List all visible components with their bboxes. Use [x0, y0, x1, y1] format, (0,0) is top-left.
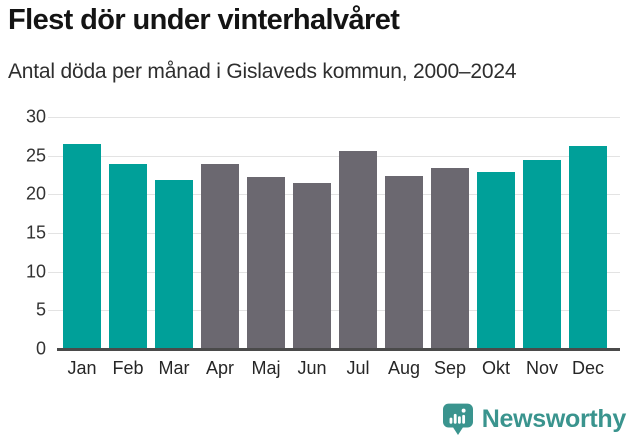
x-axis-label-okt: Okt: [481, 358, 510, 378]
gridline-y-30: [48, 117, 620, 118]
bar-apr: [201, 164, 239, 349]
x-axis-label-maj: Maj: [251, 358, 281, 378]
gridline-y-25: [48, 156, 620, 157]
x-axis-label-aug: Aug: [387, 358, 421, 378]
gridline-y-10: [48, 272, 620, 273]
y-axis-tick-label-30: 30: [25, 106, 46, 127]
bar-sep: [431, 168, 469, 349]
y-axis-tick-label-20: 20: [25, 183, 46, 204]
y-axis-tick-label-10: 10: [25, 261, 46, 282]
gridline-y-20: [48, 194, 620, 195]
y-axis-tick-label-0: 0: [35, 338, 46, 359]
bar-nov: [523, 160, 561, 349]
gridline-y-5: [48, 310, 620, 311]
bar-mar: [155, 180, 193, 349]
x-axis-label-apr: Apr: [205, 358, 234, 378]
bar-dec: [569, 145, 607, 349]
newsworthy-bar-chart-bubble-icon: [442, 403, 473, 435]
newsworthy-logo: Newsworthy: [442, 403, 627, 436]
x-axis-label-sep: Sep: [433, 358, 467, 378]
y-axis-tick-label-25: 25: [25, 145, 46, 166]
chart-subtitle: Antal döda per månad i Gislaveds kommun,…: [8, 60, 517, 83]
x-axis-label-nov: Nov: [525, 358, 558, 378]
bar-jun: [293, 182, 331, 349]
x-axis-label-mar: Mar: [158, 358, 190, 378]
bar-okt: [477, 171, 515, 349]
x-axis-label-dec: Dec: [571, 358, 604, 378]
bar-feb: [109, 164, 147, 349]
chart-title: Flest dör under vinterhalvåret: [8, 4, 400, 36]
x-axis-label-jun: Jun: [297, 358, 327, 378]
x-axis-label-jan: Jan: [67, 358, 97, 378]
bar-maj: [247, 176, 285, 349]
x-axis-line: [57, 348, 620, 351]
newsworthy-wordmark: Newsworthy: [481, 405, 627, 433]
bar-jan: [63, 144, 101, 349]
y-axis-tick-label-15: 15: [25, 222, 46, 243]
x-axis-label-jul: Jul: [346, 358, 370, 378]
x-axis-label-feb: Feb: [112, 358, 144, 378]
bar-aug: [385, 175, 423, 349]
y-axis-tick-label-5: 5: [35, 299, 46, 320]
bar-jul: [339, 151, 377, 349]
gridline-y-15: [48, 233, 620, 234]
